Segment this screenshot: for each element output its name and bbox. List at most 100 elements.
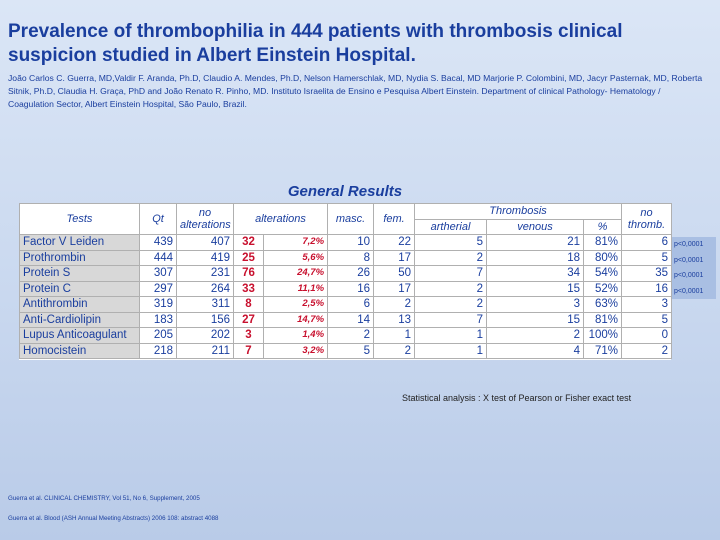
- cell-venous: 21: [486, 234, 585, 251]
- cell-arterial: 1: [414, 342, 488, 359]
- table-row: Prothrombin 444 419 25 5,6% 8 17 2 18 80% 5: [19, 249, 673, 266]
- cell-arterial: 1: [414, 327, 488, 344]
- cell-no-alterations: 419: [176, 249, 234, 266]
- results-table-container: Tests Qt no alterations alterations masc…: [19, 203, 673, 360]
- cell-alterations-pct: 3,2%: [262, 342, 329, 359]
- cell-arterial: 2: [414, 280, 488, 297]
- cell-alterations-pct: 24,7%: [262, 265, 329, 282]
- cell-masc: 14: [327, 311, 375, 328]
- cell-alterations: 3: [233, 327, 264, 344]
- cell-fem: 2: [373, 342, 416, 359]
- cell-test: Antithrombin: [19, 296, 140, 313]
- reference-1: Guerra et al. CLINICAL CHEMISTRY, Vol 51…: [8, 495, 200, 502]
- cell-alterations-pct: 5,6%: [262, 249, 329, 266]
- cell-test: Factor V Leiden: [19, 234, 140, 251]
- cell-alterations-pct: 1,4%: [262, 327, 329, 344]
- cell-qt: 297: [139, 280, 177, 297]
- cell-alterations: 76: [233, 265, 264, 282]
- p-value-label: p<0,0001: [672, 252, 716, 268]
- table-row: Protein C 297 264 33 11,1% 16 17 2 15 52% 16: [19, 280, 673, 297]
- cell-alterations: 32: [233, 234, 264, 251]
- cell-thrombosis-pct: 81%: [583, 234, 623, 251]
- cell-test: Protein S: [19, 265, 140, 282]
- header-no-alterations: no alterations: [176, 203, 234, 235]
- cell-venous: 15: [486, 280, 585, 297]
- table-row: Protein S 307 231 76 24,7% 26 50 7 34 54% 35: [19, 265, 673, 282]
- p-value-label: p<0,0001: [672, 237, 716, 253]
- cell-thrombosis-pct: 80%: [583, 249, 623, 266]
- header-thrombosis: Thrombosis: [414, 203, 623, 220]
- cell-alterations-pct: 14,7%: [262, 311, 329, 328]
- cell-masc: 26: [327, 265, 375, 282]
- cell-no-thromb: 16: [621, 280, 673, 297]
- cell-no-alterations: 264: [176, 280, 234, 297]
- results-table: Tests Qt no alterations alterations masc…: [19, 203, 673, 359]
- cell-no-alterations: 311: [176, 296, 234, 313]
- header-alterations: alterations: [232, 203, 329, 235]
- cell-fem: 22: [373, 234, 416, 251]
- cell-no-alterations: 231: [176, 265, 234, 282]
- cell-alterations: 33: [233, 280, 264, 297]
- p-value-label: p<0,0001: [672, 283, 716, 299]
- cell-no-thromb: 5: [621, 311, 673, 328]
- cell-masc: 5: [327, 342, 375, 359]
- cell-no-thromb: 0: [621, 327, 673, 344]
- cell-masc: 6: [327, 296, 375, 313]
- results-table-body: Factor V Leiden 439 407 32 7,2% 10 22 5 21 81% 6 Pr…: [19, 234, 673, 359]
- cell-no-thromb: 6: [621, 234, 673, 251]
- cell-venous: 3: [486, 296, 585, 313]
- slide-title: Prevalence of thrombophilia in 444 patie…: [8, 21, 623, 66]
- cell-no-alterations: 156: [176, 311, 234, 328]
- cell-alterations-pct: 7,2%: [262, 234, 329, 251]
- cell-no-alterations: 211: [176, 342, 234, 359]
- cell-no-alterations: 407: [176, 234, 234, 251]
- table-row: Anti-Cardiolipin 183 156 27 14,7% 14 13 7 15 81% 5: [19, 311, 673, 328]
- cell-thrombosis-pct: 54%: [583, 265, 623, 282]
- cell-thrombosis-pct: 81%: [583, 311, 623, 328]
- p-value-label: p<0,0001: [672, 268, 716, 284]
- table-row: Homocistein 218 211 7 3,2% 5 2 1 4 71% 2: [19, 342, 673, 359]
- header-arterial: artherial: [414, 218, 488, 235]
- cell-no-thromb: 5: [621, 249, 673, 266]
- cell-arterial: 7: [414, 265, 488, 282]
- cell-venous: 2: [486, 327, 585, 344]
- cell-no-alterations: 202: [176, 327, 234, 344]
- cell-arterial: 2: [414, 296, 488, 313]
- cell-alterations: 25: [233, 249, 264, 266]
- cell-arterial: 2: [414, 249, 488, 266]
- cell-qt: 218: [139, 342, 177, 359]
- cell-masc: 8: [327, 249, 375, 266]
- cell-venous: 15: [486, 311, 585, 328]
- cell-qt: 319: [139, 296, 177, 313]
- header-venous: venous: [486, 218, 585, 235]
- cell-alterations: 27: [233, 311, 264, 328]
- cell-fem: 17: [373, 280, 416, 297]
- header-qt: Qt: [139, 203, 177, 235]
- cell-alterations: 7: [233, 342, 264, 359]
- cell-qt: 444: [139, 249, 177, 266]
- cell-masc: 2: [327, 327, 375, 344]
- table-row: Antithrombin 319 311 8 2,5% 6 2 2 3 63% 3: [19, 296, 673, 313]
- cell-qt: 439: [139, 234, 177, 251]
- cell-venous: 4: [486, 342, 585, 359]
- cell-fem: 1: [373, 327, 416, 344]
- table-row: Lupus Anticoagulant 205 202 3 1,4% 2 1 1 2 100% 0: [19, 327, 673, 344]
- cell-alterations-pct: 11,1%: [262, 280, 329, 297]
- cell-thrombosis-pct: 52%: [583, 280, 623, 297]
- cell-alterations: 8: [233, 296, 264, 313]
- cell-no-thromb: 3: [621, 296, 673, 313]
- cell-fem: 2: [373, 296, 416, 313]
- cell-arterial: 5: [414, 234, 488, 251]
- cell-thrombosis-pct: 100%: [583, 327, 623, 344]
- cell-thrombosis-pct: 71%: [583, 342, 623, 359]
- statistical-analysis-note: Statistical analysis : X test of Pearson…: [402, 393, 632, 403]
- cell-fem: 17: [373, 249, 416, 266]
- cell-test: Homocistein: [19, 342, 140, 359]
- authors-affiliation: João Carlos C. Guerra, MD,Valdir F. Aran…: [8, 73, 703, 109]
- cell-masc: 10: [327, 234, 375, 251]
- reference-2: Guerra et al. Blood (ASH Annual Meeting …: [8, 515, 219, 522]
- header-masc: masc.: [327, 203, 375, 235]
- cell-no-thromb: 2: [621, 342, 673, 359]
- p-value-column: p<0,0001 p<0,0001 p<0,0001 p<0,0001: [672, 237, 716, 299]
- cell-venous: 18: [486, 249, 585, 266]
